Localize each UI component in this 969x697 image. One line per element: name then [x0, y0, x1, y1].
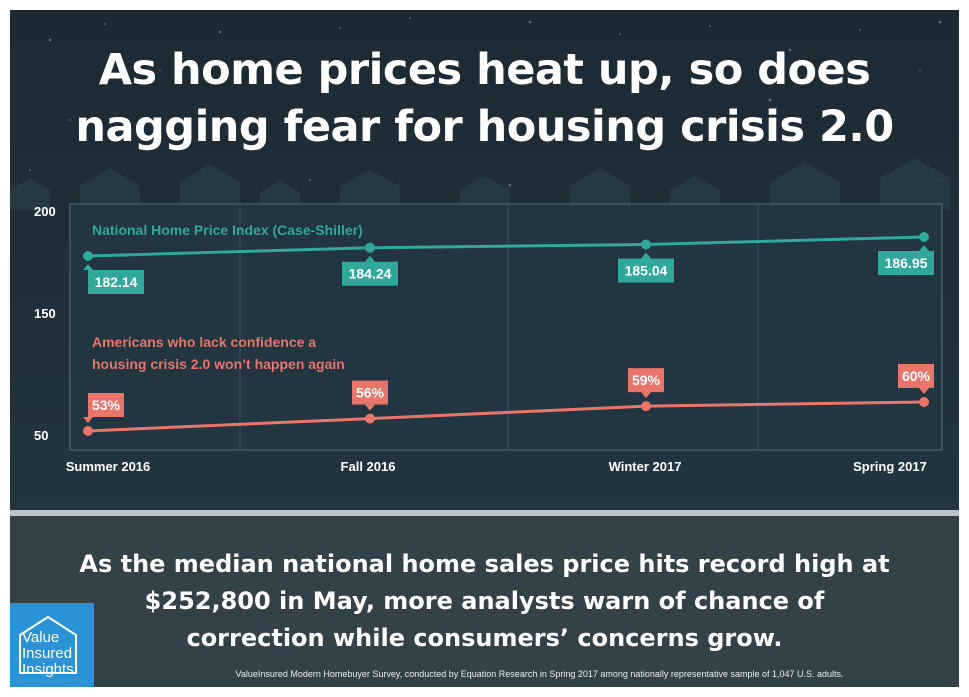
price-index-data-label: 185.04	[618, 252, 674, 283]
x-tick-label: Fall 2016	[341, 459, 396, 474]
star	[619, 33, 621, 35]
star	[69, 119, 71, 121]
svg-text:182.14: 182.14	[95, 274, 138, 290]
headline-line-2: nagging fear for housing crisis 2.0	[75, 102, 894, 152]
summary-panel	[10, 516, 959, 687]
price-index-point	[919, 232, 929, 242]
series-label-lack-confidence: Americans who lack confidence a	[92, 334, 316, 350]
y-tick-label: 50	[34, 428, 48, 443]
price-index-data-label: 182.14	[83, 264, 144, 294]
star	[938, 20, 942, 24]
star	[889, 119, 891, 121]
y-tick-label: 200	[34, 204, 56, 219]
star	[159, 69, 161, 71]
line-chart: 200 150 50 Summer 2016 Fall 2016 Winter 2017 S…	[34, 203, 943, 474]
house-silhouette	[570, 168, 630, 210]
logo-word-insured: Insured	[22, 645, 73, 662]
headline-line-1: As home prices heat up, so does	[98, 45, 871, 95]
star	[859, 29, 861, 31]
star	[788, 48, 792, 52]
price-index-point	[641, 239, 651, 250]
star	[528, 20, 532, 24]
price-index-point	[83, 251, 93, 261]
svg-text:186.95: 186.95	[885, 255, 928, 271]
star	[409, 17, 411, 19]
x-tick-label: Spring 2017	[853, 459, 927, 474]
series-label-lack-confidence: housing crisis 2.0 won’t happen again	[92, 356, 345, 372]
price-index-point	[365, 242, 375, 253]
infographic: As home prices heat up, so does nagging …	[10, 10, 959, 687]
star	[919, 69, 921, 71]
lack-confidence-point	[919, 397, 929, 407]
house-silhouette	[10, 178, 50, 210]
x-tick-label: Winter 2017	[609, 459, 682, 474]
house-silhouette	[180, 164, 240, 210]
summary-text: As the median national home sales price …	[70, 546, 899, 657]
star	[104, 23, 106, 25]
lack-confidence-line	[86, 400, 926, 433]
night-sky-houses	[10, 17, 950, 210]
house-outline-icon	[19, 615, 77, 674]
house-silhouette	[460, 176, 510, 210]
price-index-data-label: 184.24	[342, 255, 398, 286]
logo-word-value: Value	[22, 629, 60, 646]
svg-text:56%: 56%	[356, 385, 385, 401]
star	[218, 30, 222, 34]
svg-text:60%: 60%	[902, 368, 931, 384]
house-silhouette	[340, 170, 400, 210]
star	[309, 179, 311, 181]
house-silhouette	[80, 168, 140, 210]
summary-line-3: correction while consumers’ concerns gro…	[186, 624, 783, 652]
lack-confidence-point	[365, 413, 375, 424]
y-tick-label: 150	[34, 306, 56, 321]
house-silhouette	[880, 158, 950, 210]
price-index-data-label: 186.95	[878, 245, 934, 275]
star	[768, 98, 772, 102]
star	[48, 38, 52, 42]
house-silhouette	[260, 180, 300, 210]
house-silhouette	[670, 176, 720, 210]
lack-confidence-data-label: 60%	[898, 364, 934, 394]
lack-confidence-data-label: 59%	[628, 368, 664, 399]
svg-text:185.04: 185.04	[625, 263, 668, 279]
headline: As home prices heat up, so does nagging …	[50, 42, 919, 156]
lack-confidence-data-label: 53%	[83, 393, 124, 423]
star	[709, 25, 711, 27]
lack-confidence-data-label: 56%	[352, 380, 388, 411]
valueinsured-logo: Value Insured Insights	[10, 603, 94, 687]
star	[508, 183, 512, 187]
source-note: ValueInsured Modern Homebuyer Survey, co…	[235, 669, 844, 679]
svg-text:53%: 53%	[92, 397, 121, 413]
summary-line-2: $252,800 in May, more analysts warn of c…	[144, 587, 825, 615]
star	[339, 27, 341, 29]
summary-line-1: As the median national home sales price …	[79, 550, 890, 578]
lack-confidence-point	[83, 426, 93, 436]
logo-word-insights: Insights	[22, 661, 74, 678]
x-tick-label: Summer 2016	[66, 459, 151, 474]
house-silhouette	[770, 162, 840, 210]
price-index-line	[86, 235, 926, 258]
star	[29, 169, 31, 171]
svg-text:184.24: 184.24	[349, 266, 392, 282]
lack-confidence-point	[641, 401, 651, 412]
svg-text:59%: 59%	[632, 372, 661, 388]
series-label-price-index: National Home Price Index (Case-Shiller)	[92, 222, 363, 238]
divider	[10, 510, 959, 516]
